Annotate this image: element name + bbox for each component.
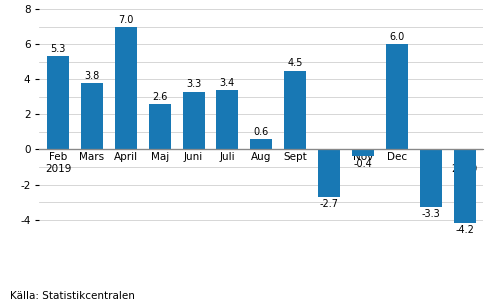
Text: Källa: Statistikcentralen: Källa: Statistikcentralen [10, 291, 135, 301]
Text: 2.6: 2.6 [152, 92, 167, 102]
Text: -2.7: -2.7 [319, 199, 339, 209]
Bar [149, 104, 171, 150]
Bar [386, 44, 408, 150]
Bar [216, 90, 239, 150]
Bar [420, 150, 442, 207]
Bar [352, 150, 374, 157]
Bar [182, 92, 205, 150]
Bar [454, 150, 476, 223]
Text: 0.6: 0.6 [254, 127, 269, 137]
Text: 6.0: 6.0 [389, 32, 404, 42]
Text: 4.5: 4.5 [287, 58, 303, 68]
Bar [318, 150, 340, 197]
Text: 3.4: 3.4 [220, 78, 235, 88]
Text: -3.3: -3.3 [421, 209, 440, 219]
Text: -4.2: -4.2 [455, 225, 474, 235]
Text: 3.3: 3.3 [186, 79, 201, 89]
Bar [115, 27, 137, 150]
Bar [250, 139, 272, 150]
Bar [284, 71, 306, 150]
Text: 3.8: 3.8 [84, 71, 100, 81]
Bar [47, 57, 69, 150]
Bar [81, 83, 103, 150]
Text: 5.3: 5.3 [50, 44, 66, 54]
Text: 7.0: 7.0 [118, 15, 134, 25]
Text: -0.4: -0.4 [353, 159, 372, 168]
